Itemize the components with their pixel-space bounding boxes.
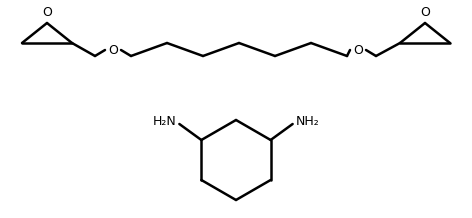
Text: O: O bbox=[108, 44, 118, 56]
Text: O: O bbox=[420, 7, 430, 19]
Text: O: O bbox=[353, 44, 363, 56]
Text: O: O bbox=[42, 7, 52, 19]
Text: H₂N: H₂N bbox=[152, 116, 177, 128]
Text: NH₂: NH₂ bbox=[295, 116, 320, 128]
